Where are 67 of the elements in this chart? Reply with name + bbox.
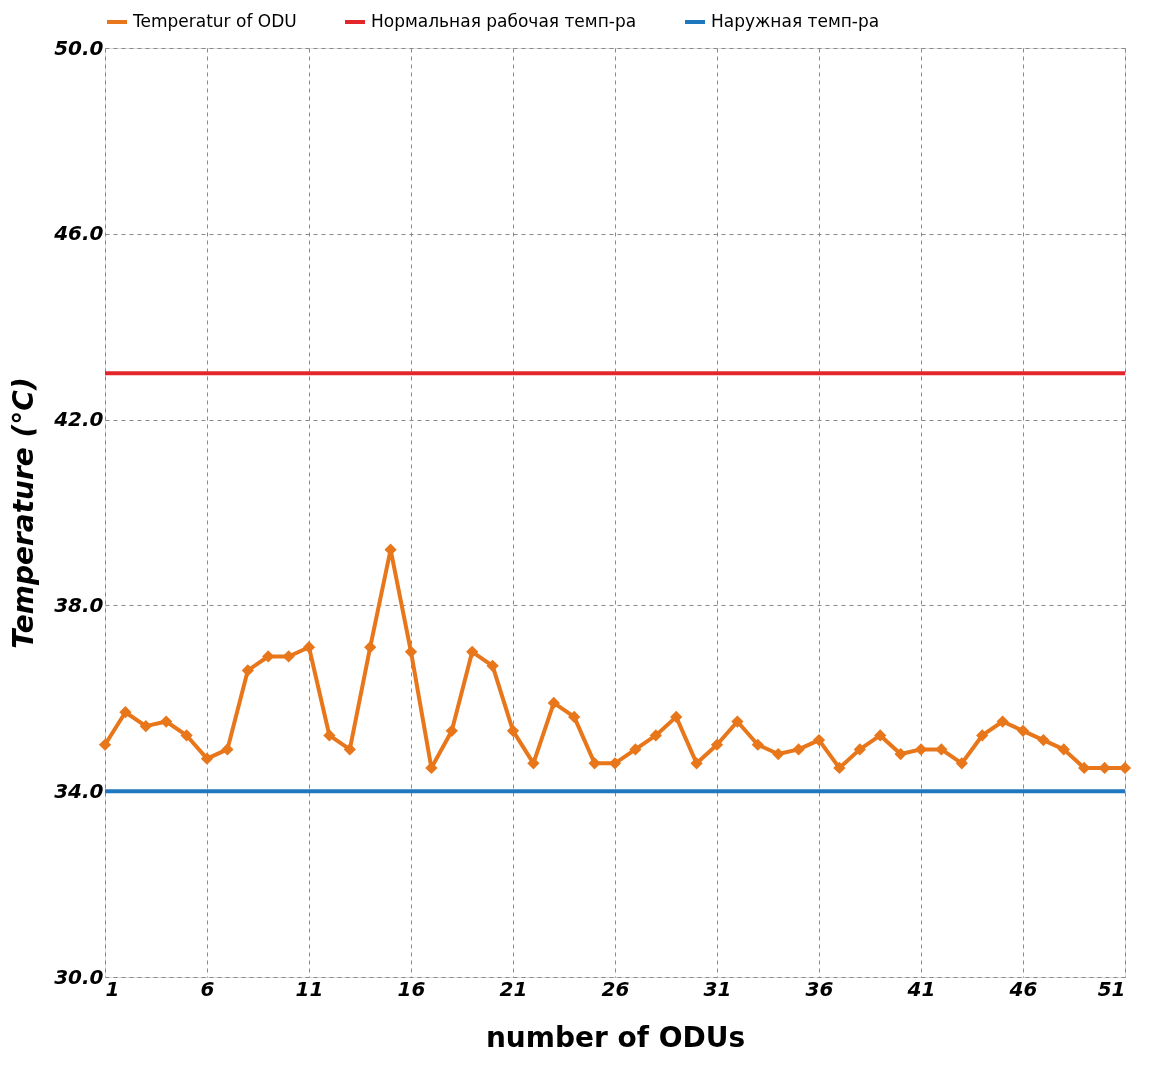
x-tick-label: 21 <box>499 976 528 1001</box>
x-tick-label: 26 <box>601 976 630 1001</box>
point <box>241 664 254 677</box>
point <box>527 757 540 770</box>
legend-label: Temperatur of ODU <box>132 11 297 31</box>
y-tick-label: 46.0 <box>53 221 104 246</box>
point <box>894 747 907 761</box>
legend-label: Наружная темп-ра <box>711 11 880 31</box>
point <box>996 715 1009 728</box>
point <box>404 645 418 658</box>
x-tick-label: 6 <box>200 976 215 1001</box>
x-tick-label: 41 <box>906 976 936 1001</box>
point <box>445 724 458 737</box>
point <box>874 729 887 742</box>
point <box>1037 733 1050 747</box>
point <box>343 743 356 756</box>
point <box>364 641 377 654</box>
point <box>180 729 193 742</box>
y-axis-title: Temperature (°C) <box>7 377 41 649</box>
y-tick-label: 42.0 <box>53 407 104 432</box>
x-tick-label: 31 <box>703 976 732 1001</box>
point <box>833 761 846 775</box>
x-tick-label: 51 <box>1097 976 1126 1001</box>
point <box>1057 743 1070 756</box>
legend-label: Нормальная рабочая темп-ра <box>371 11 637 31</box>
point <box>568 710 581 723</box>
point <box>547 696 560 710</box>
point <box>731 715 744 728</box>
point <box>1016 724 1030 737</box>
point <box>853 743 866 756</box>
point <box>629 743 642 756</box>
y-tick-label: 38.0 <box>54 592 104 617</box>
point <box>200 752 214 765</box>
y-tick-label: 34.0 <box>54 778 104 803</box>
point <box>119 706 132 719</box>
point <box>1078 761 1091 775</box>
point <box>914 743 928 756</box>
y-tick-label: 30.0 <box>54 964 104 989</box>
x-tick-label: 46 <box>1008 976 1038 1001</box>
x-tick-label: 11 <box>295 976 324 1001</box>
point <box>221 743 234 756</box>
point <box>690 757 703 770</box>
point <box>792 743 805 756</box>
point <box>710 738 724 751</box>
point <box>466 645 479 658</box>
point <box>160 715 173 728</box>
point <box>751 738 764 751</box>
point <box>608 757 622 770</box>
point <box>139 720 152 733</box>
point <box>323 729 336 742</box>
x-tick-label: 1 <box>105 976 120 1001</box>
point <box>976 729 989 742</box>
x-tick-label: 36 <box>805 976 834 1001</box>
point <box>812 733 826 747</box>
point <box>486 659 499 672</box>
point <box>955 757 968 770</box>
point <box>1098 761 1111 775</box>
point <box>588 757 601 770</box>
x-tick-label: 16 <box>397 976 426 1001</box>
point <box>506 724 520 737</box>
point <box>302 641 316 654</box>
point <box>670 710 683 723</box>
y-tick-label: 50.0 <box>54 35 104 60</box>
point <box>772 747 785 761</box>
x-axis-title: number of ODUs <box>485 1020 746 1054</box>
point <box>98 738 112 751</box>
point <box>649 729 662 742</box>
